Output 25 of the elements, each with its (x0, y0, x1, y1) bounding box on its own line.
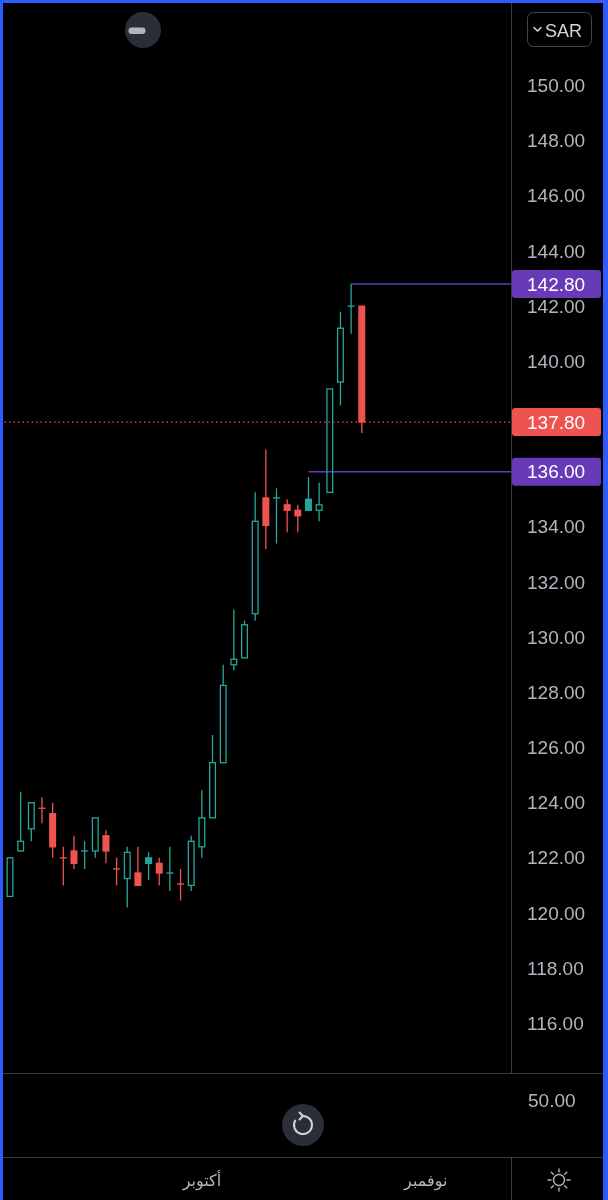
y-tick-label: 116.00 (527, 1012, 584, 1034)
ref-line-label: 137.80 (527, 411, 586, 433)
y-tick-label: 126.00 (527, 737, 586, 759)
text: 50.00 (528, 1090, 576, 1111)
x-tick-label: نوفمبر (403, 1171, 448, 1191)
y-tick-label: 124.00 (527, 792, 586, 814)
y-tick-label: 134.00 (527, 516, 586, 538)
axis-label: 142.80 (512, 270, 601, 299)
axis-label: 136.00 (512, 457, 601, 486)
y-tick-label: 150.00 (527, 75, 586, 97)
data-label: 136.00 (527, 461, 586, 483)
y-tick-label: 120.00 (527, 902, 586, 924)
x-tick-label: أكتوبر (181, 1170, 222, 1191)
data-label: 142.80 (527, 273, 586, 295)
y-tick-label: 140.00 (527, 350, 586, 372)
y-tick-label: 132.00 (527, 571, 586, 593)
y-tick-label: 130.00 (527, 626, 586, 648)
y-tick-label: 128.00 (527, 681, 586, 703)
y-axis-title: SAR (545, 21, 583, 41)
axis-label: 137.80 (512, 408, 601, 437)
y-tick-label: 122.00 (527, 847, 586, 869)
y-tick-label: 144.00 (527, 240, 586, 262)
y-tick-label: 118.00 (527, 957, 584, 979)
y-tick-label: 146.00 (527, 185, 586, 207)
y-tick-label: 148.00 (527, 130, 586, 152)
